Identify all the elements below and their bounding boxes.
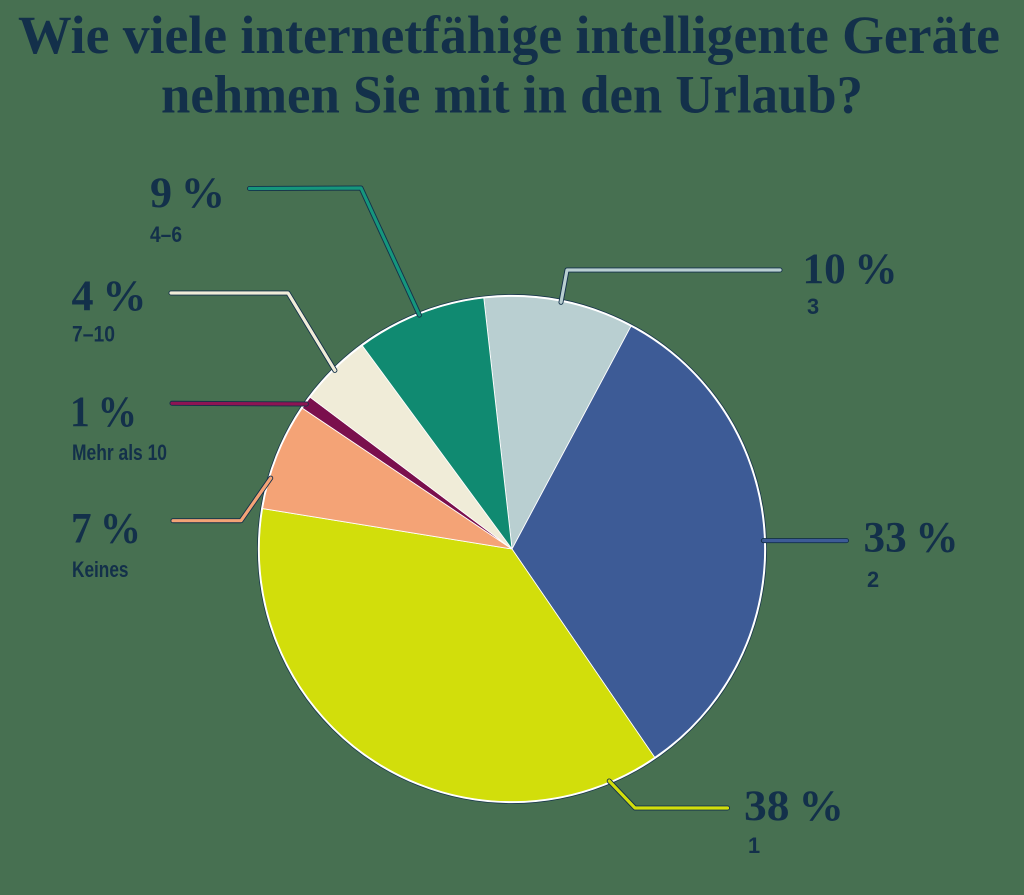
svg-text:33 %: 33 % [864,514,959,562]
svg-text:4 %: 4 % [72,272,147,320]
svg-text:3: 3 [807,294,819,319]
svg-text:Wie viele internetfähige intel: Wie viele internetfähige intelligente Ge… [18,5,1000,65]
svg-text:10 %: 10 % [803,245,898,293]
svg-text:nehmen Sie mit in den Urlaub?: nehmen Sie mit in den Urlaub? [161,65,863,125]
svg-text:Keines: Keines [72,557,129,582]
svg-text:Mehr als 10: Mehr als 10 [72,440,167,465]
svg-text:1 %: 1 % [70,388,137,436]
svg-text:9 %: 9 % [150,169,225,217]
svg-text:38 %: 38 % [744,782,844,830]
svg-text:1: 1 [748,833,760,858]
svg-text:7–10: 7–10 [72,322,115,347]
svg-text:2: 2 [867,567,879,592]
svg-text:4–6: 4–6 [150,222,182,247]
svg-text:7 %: 7 % [71,505,141,553]
